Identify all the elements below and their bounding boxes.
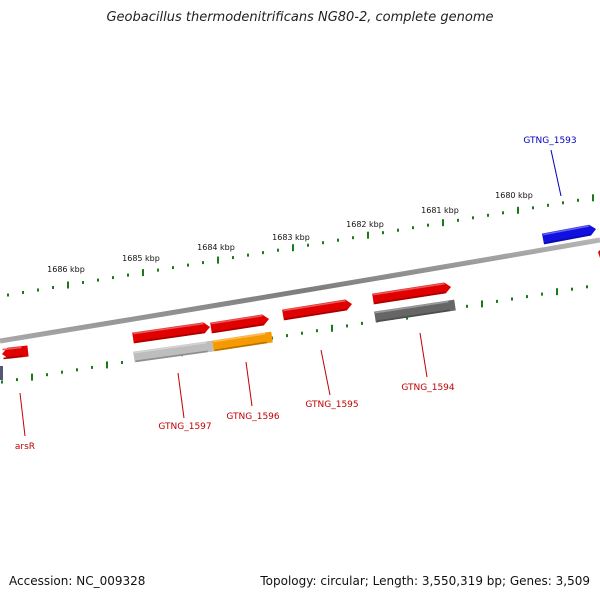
- gene-label-gtng-1593[interactable]: GTNG_1593: [523, 136, 576, 146]
- edge-fragment-left: [0, 366, 3, 380]
- scale-label: 1681 kbp: [421, 206, 459, 215]
- scale-label: 1683 kbp: [272, 233, 310, 242]
- genome-backbone: [0, 237, 600, 344]
- gene-gtng-1593-arrow[interactable]: [542, 224, 596, 245]
- gene-gtng-1596-arrow[interactable]: [210, 314, 269, 334]
- scale-label: 1686 kbp: [47, 265, 85, 274]
- gene-gtng-1594-arrow[interactable]: [372, 282, 451, 305]
- gene-gtng-1596-arrow-body: [210, 314, 269, 334]
- feature-gray-track-shade: [376, 309, 450, 323]
- gene-label-gtng-1595[interactable]: GTNG_1595: [305, 400, 358, 410]
- feature-orange-track-shade: [214, 341, 267, 352]
- feature-gray-track-highlight: [375, 300, 449, 314]
- leader-gtng-1593: [550, 149, 562, 197]
- map-title: Geobacillus thermodenitrificans NG80-2, …: [106, 10, 494, 25]
- feature-light-gray-track-highlight: [134, 341, 207, 354]
- gene-arsr-arrow[interactable]: [2, 345, 29, 360]
- gene-gtng-1593-arrow-body: [542, 224, 596, 245]
- feature-orange-track-body: [212, 331, 273, 352]
- gene-label-gtng-1596[interactable]: GTNG_1596: [226, 412, 280, 422]
- gene-arsr-arrow-highlight: [2, 346, 22, 351]
- gene-gtng-1594-arrow-body: [372, 282, 451, 305]
- accession-text: Accession: NC_009328: [9, 574, 146, 588]
- feature-gray-track-body: [374, 299, 456, 323]
- gene-gtng-1596-arrow-highlight: [211, 314, 263, 325]
- gene-gtng-1597-arrow-shade: [134, 331, 205, 344]
- feature-light-gray-track-shade: [135, 350, 208, 363]
- leader-gtng-1596: [245, 361, 253, 407]
- feature-light-gray-track[interactable]: [133, 340, 214, 363]
- gene-label-arsr[interactable]: arsR: [15, 442, 35, 452]
- gene-gtng-1595-arrow-body: [282, 299, 352, 321]
- leader-gtng-1595: [320, 349, 331, 396]
- scale-labels: 1686 kbp 1685 kbp 1684 kbp 1683 kbp 1682 kbp…: [47, 191, 533, 274]
- gene-gtng-1594-arrow-highlight: [373, 282, 445, 296]
- gene-gtng-1593-arrow-shade: [544, 233, 592, 244]
- gene-gtng-1595-arrow-shade: [284, 308, 347, 321]
- gene-gtng-1594-arrow-shade: [374, 291, 446, 305]
- gene-gtng-1596-arrow-shade: [212, 323, 264, 334]
- scale-label: 1680 kbp: [495, 191, 533, 200]
- feature-orange-track-highlight: [213, 332, 266, 343]
- feature-orange-track[interactable]: [212, 331, 273, 352]
- leader-gtng-1594: [419, 332, 428, 378]
- scale-label: 1685 kbp: [122, 254, 160, 263]
- gene-arsr-arrow-shade: [3, 355, 23, 360]
- gene-gtng-1595-arrow[interactable]: [282, 299, 352, 321]
- scale-label: 1682 kbp: [346, 220, 384, 229]
- gene-gtng-1597-arrow-highlight: [133, 322, 204, 335]
- feature-gray-track[interactable]: [374, 299, 456, 323]
- inner-tick-ring: [1, 285, 588, 384]
- gene-labels: arsR GTNG_1597 GTNG_1596 GTNG_1595 GTNG_1594…: [15, 136, 577, 452]
- gene-gtng-1595-arrow-highlight: [283, 299, 346, 312]
- gene-gtng-1597-arrow-body: [132, 322, 210, 344]
- scale-label: 1684 kbp: [197, 243, 235, 252]
- gene-label-gtng-1597[interactable]: GTNG_1597: [158, 422, 211, 432]
- feature-light-gray-track-body: [133, 340, 214, 363]
- genome-summary-text: Topology: circular; Length: 3,550,319 bp…: [260, 574, 590, 588]
- gene-gtng-1593-arrow-highlight: [543, 225, 590, 236]
- gene-label-gtng-1594[interactable]: GTNG_1594: [401, 383, 455, 393]
- gene-features[interactable]: [0, 224, 600, 380]
- leader-gtng-1597: [177, 372, 185, 419]
- outer-tick-ring: [7, 194, 594, 297]
- label-leader-lines: [19, 149, 562, 437]
- leader-arsr: [19, 392, 26, 437]
- gene-gtng-1597-arrow[interactable]: [132, 322, 210, 344]
